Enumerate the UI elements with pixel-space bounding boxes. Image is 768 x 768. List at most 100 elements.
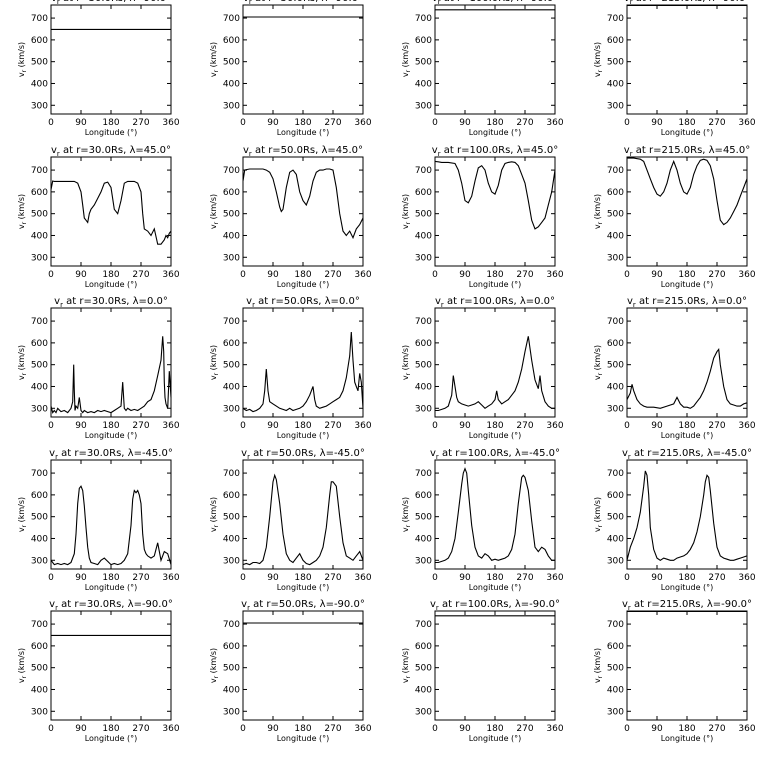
x-tick-label: 90	[75, 421, 87, 431]
y-tick-label: 700	[31, 620, 48, 630]
panel-title: vr at r=30.0Rs, λ=-45.0°	[49, 448, 173, 461]
y-tick-label: 400	[607, 534, 624, 544]
x-tick-label: 90	[267, 573, 279, 583]
y-tick-label: 500	[607, 361, 624, 371]
x-tick-label: 0	[624, 573, 630, 583]
x-tick-label: 360	[738, 573, 755, 583]
y-tick-label: 400	[607, 231, 624, 241]
x-tick-label: 0	[432, 573, 438, 583]
chart-panel: vr at r=50.0Rs, λ=45.0° 0 90 180 270 360 300 40…	[209, 145, 372, 289]
x-axis-label: Longitude (°)	[277, 734, 330, 743]
y-tick-label: 400	[223, 382, 240, 392]
y-tick-label: 600	[607, 491, 624, 501]
x-tick-label: 270	[516, 724, 533, 734]
plot-frame	[626, 4, 748, 115]
plot-frame	[242, 307, 364, 418]
chart-panel: vr at r=215.0Rs, λ=90.0° 0 90 180 270 360 300 4…	[593, 0, 756, 137]
y-tick-label: 500	[31, 664, 48, 674]
y-tick-label: 400	[607, 79, 624, 89]
y-tick-label: 500	[607, 664, 624, 674]
y-tick-label: 300	[607, 556, 624, 566]
x-axis-label: Longitude (°)	[85, 431, 138, 440]
y-tick-label: 300	[31, 101, 48, 111]
plot-frame	[626, 610, 748, 721]
plot-frame	[50, 4, 172, 115]
series-line	[242, 473, 364, 566]
y-axis-label: vr (km/s)	[17, 42, 28, 77]
x-tick-label: 270	[132, 270, 149, 280]
y-tick-label: 600	[31, 339, 48, 349]
chart-panel: vr at r=215.0Rs, λ=0.0° 0 90 180 270 360 300 40…	[593, 296, 756, 440]
y-axis-label: vr (km/s)	[593, 42, 604, 77]
series-line	[50, 336, 172, 414]
series-line	[242, 331, 364, 413]
y-tick-label: 300	[415, 253, 432, 263]
y-tick-label: 600	[607, 188, 624, 198]
y-tick-label: 500	[31, 513, 48, 523]
y-tick-label: 600	[31, 491, 48, 501]
x-tick-label: 90	[459, 724, 471, 734]
panel-title: vr at r=50.0Rs, λ=45.0°	[243, 145, 363, 158]
panel-title: vr at r=215.0Rs, λ=45.0°	[624, 145, 750, 158]
x-tick-label: 360	[162, 118, 179, 128]
y-tick-label: 600	[607, 339, 624, 349]
panel-title: vr at r=30.0Rs, λ=90.0°	[51, 0, 171, 6]
y-axis-label: vr (km/s)	[17, 497, 28, 532]
y-tick-label: 400	[607, 685, 624, 695]
y-tick-label: 700	[31, 469, 48, 479]
plot-frame	[50, 307, 172, 418]
x-tick-label: 0	[48, 421, 54, 431]
y-tick-label: 500	[223, 664, 240, 674]
y-axis-label: vr (km/s)	[209, 194, 220, 229]
chart-panel: vr at r=50.0Rs, λ=-45.0° 0 90 180 270 360 300 4…	[209, 448, 372, 592]
y-tick-label: 700	[223, 317, 240, 327]
plot-frame	[434, 156, 556, 267]
x-tick-label: 0	[624, 270, 630, 280]
x-axis-label: Longitude (°)	[469, 431, 522, 440]
x-tick-label: 90	[459, 270, 471, 280]
plot-frame	[50, 156, 172, 267]
chart-panel: vr at r=30.0Rs, λ=45.0° 0 90 180 270 360 300 40…	[17, 145, 180, 289]
series-line	[242, 168, 364, 240]
panel-title: vr at r=50.0Rs, λ=90.0°	[243, 0, 363, 6]
x-tick-label: 0	[240, 270, 246, 280]
y-tick-label: 700	[607, 620, 624, 630]
y-tick-label: 300	[223, 404, 240, 414]
y-tick-label: 700	[223, 166, 240, 176]
x-tick-label: 90	[651, 421, 663, 431]
x-tick-label: 360	[546, 118, 563, 128]
x-axis-label: Longitude (°)	[661, 128, 714, 137]
x-tick-label: 270	[324, 118, 341, 128]
y-tick-label: 600	[31, 188, 48, 198]
x-tick-label: 270	[516, 421, 533, 431]
y-tick-label: 400	[31, 382, 48, 392]
x-tick-label: 360	[738, 270, 755, 280]
y-tick-label: 600	[607, 642, 624, 652]
x-tick-label: 180	[486, 724, 503, 734]
x-tick-label: 0	[432, 724, 438, 734]
series-line	[50, 485, 172, 566]
y-axis-label: vr (km/s)	[401, 194, 412, 229]
panel-title: vr at r=50.0Rs, λ=0.0°	[246, 296, 360, 309]
y-axis-label: vr (km/s)	[17, 194, 28, 229]
y-tick-label: 600	[31, 642, 48, 652]
x-tick-label: 360	[162, 573, 179, 583]
y-axis-label: vr (km/s)	[593, 497, 604, 532]
x-tick-label: 90	[651, 270, 663, 280]
x-tick-label: 360	[354, 421, 371, 431]
y-tick-label: 400	[31, 685, 48, 695]
plot-frame	[434, 459, 556, 570]
y-tick-label: 500	[223, 210, 240, 220]
y-axis-label: vr (km/s)	[209, 42, 220, 77]
y-tick-label: 600	[415, 188, 432, 198]
y-tick-label: 700	[415, 14, 432, 24]
y-tick-label: 300	[607, 101, 624, 111]
x-axis-label: Longitude (°)	[469, 128, 522, 137]
series-line	[627, 157, 748, 226]
x-axis-label: Longitude (°)	[277, 583, 330, 592]
panel-title: vr at r=100.0Rs, λ=-90.0°	[430, 599, 560, 612]
y-tick-label: 400	[607, 382, 624, 392]
x-tick-label: 180	[102, 573, 119, 583]
panel-title: vr at r=30.0Rs, λ=45.0°	[51, 145, 171, 158]
x-tick-label: 180	[678, 421, 695, 431]
